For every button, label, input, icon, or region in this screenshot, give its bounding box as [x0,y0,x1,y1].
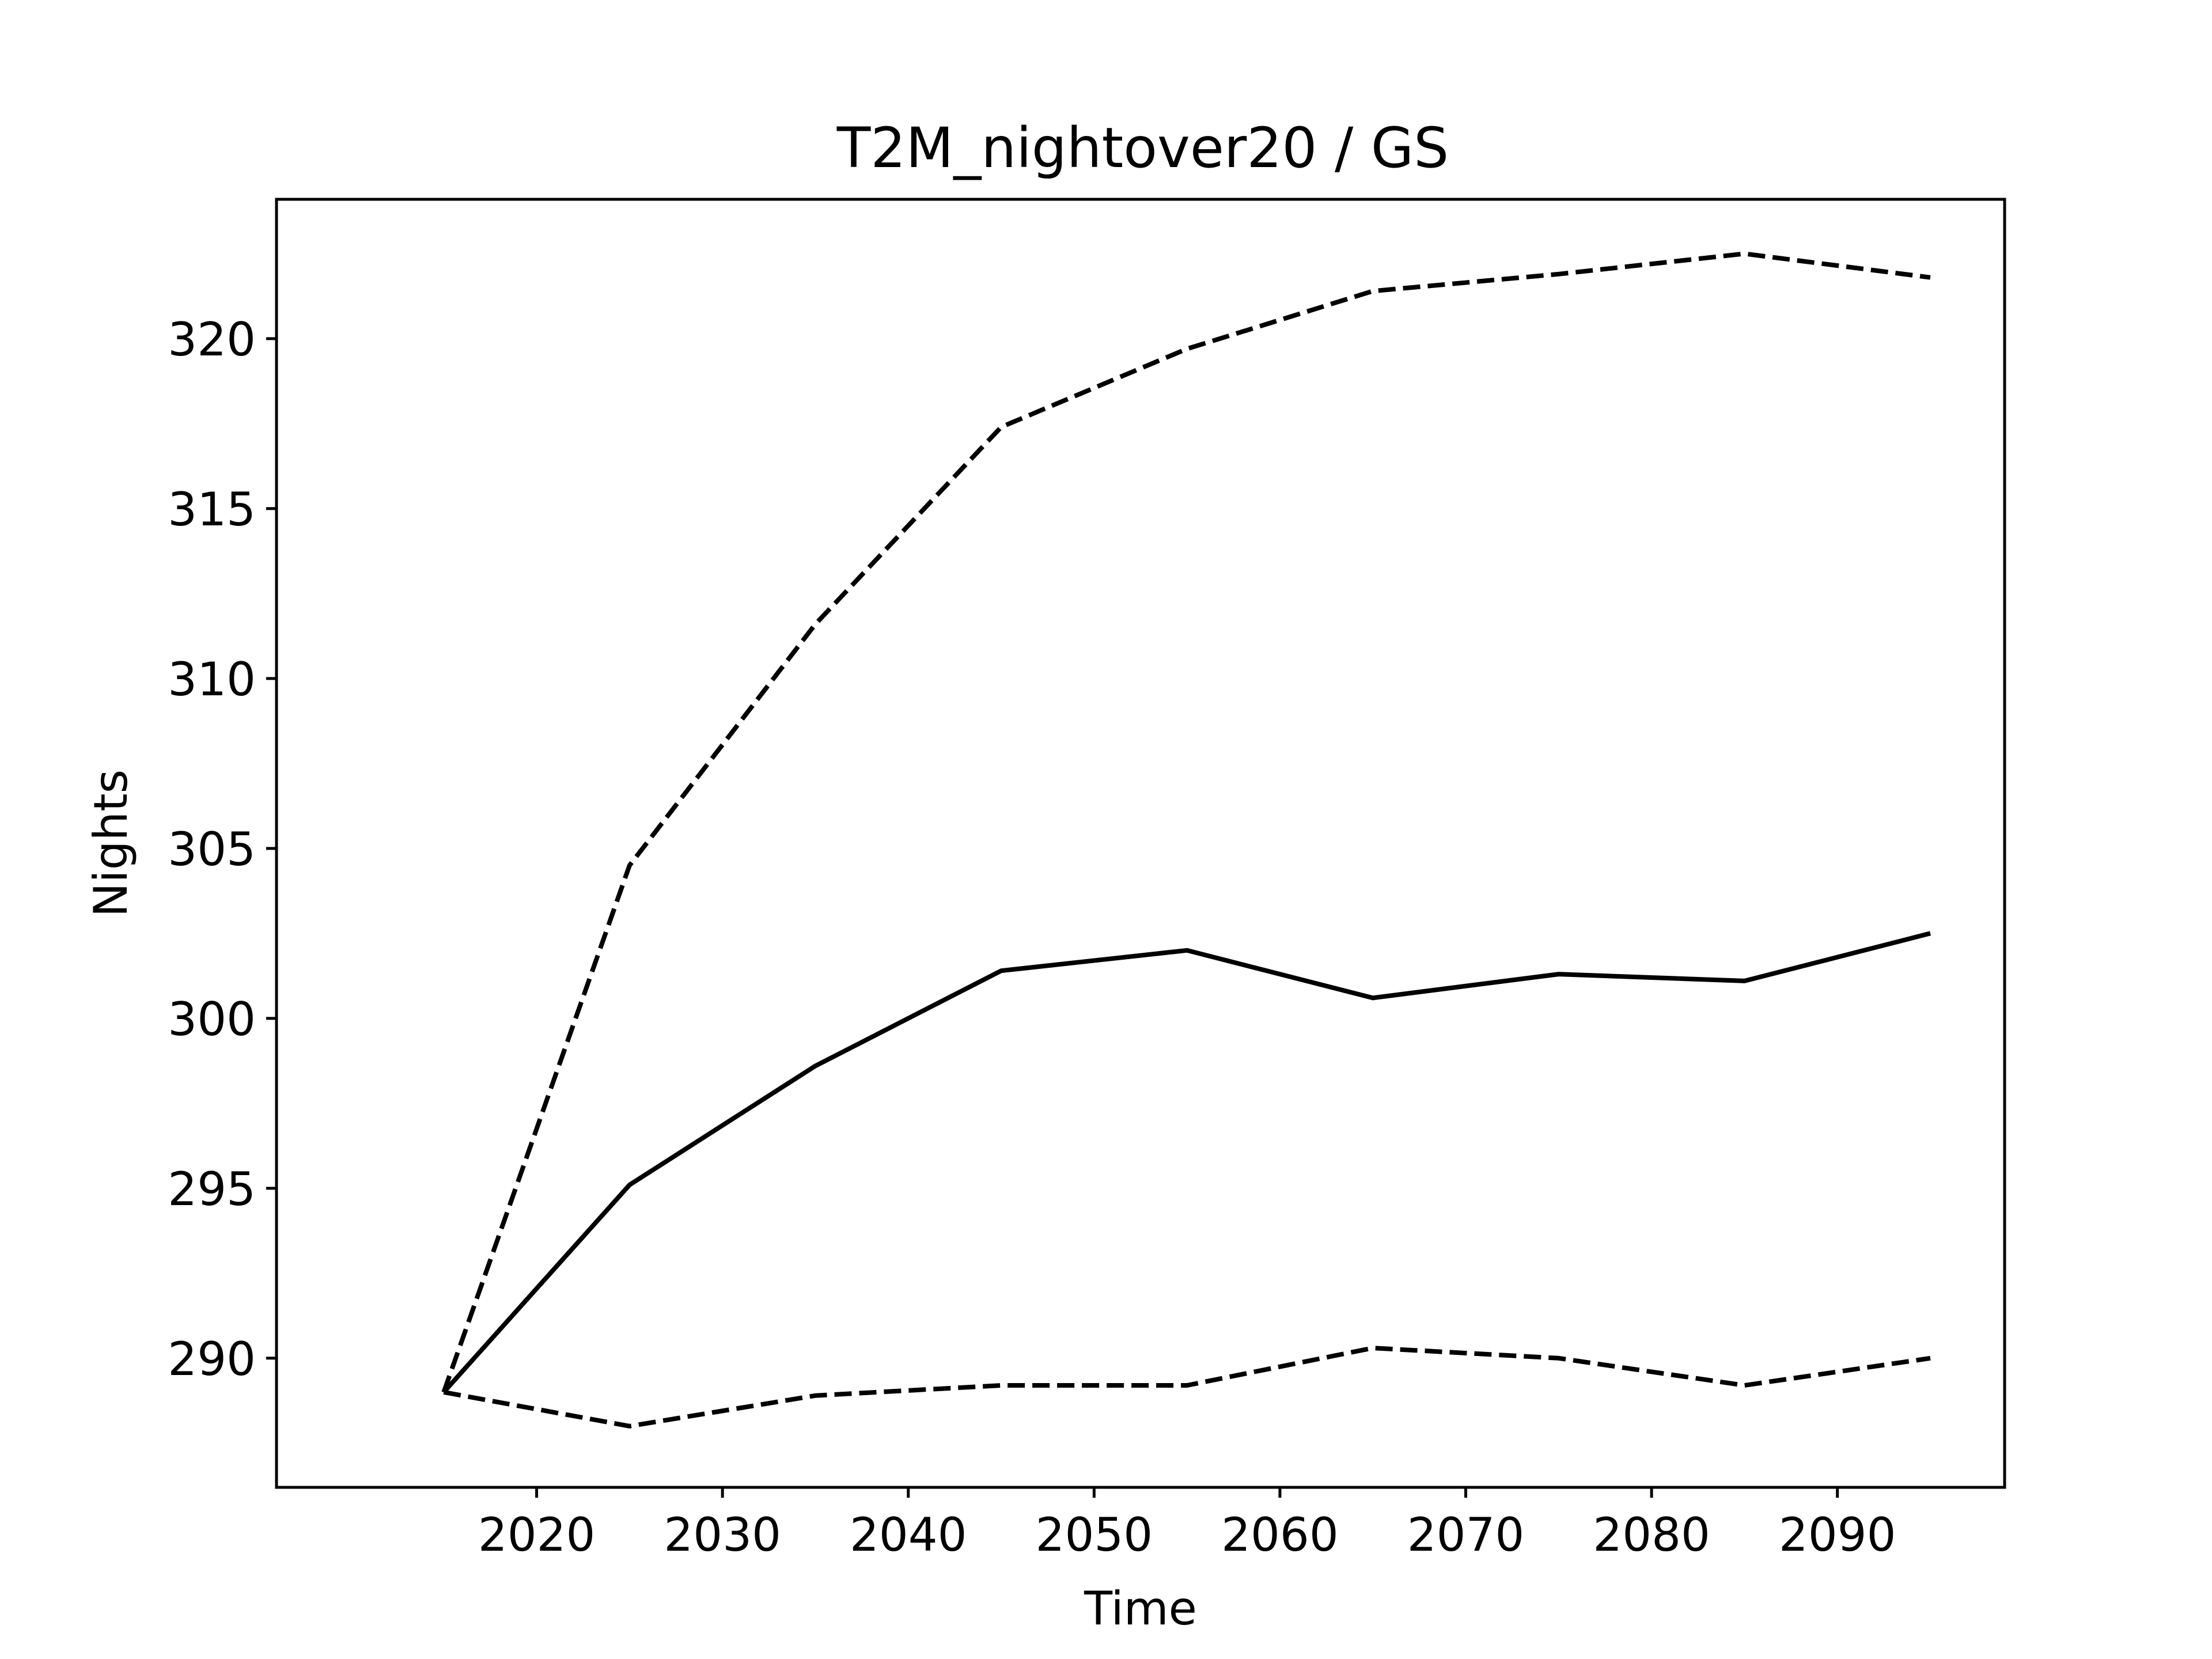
y-tick-label: 305 [168,823,256,876]
y-tick-label: 295 [168,1162,256,1216]
x-tick-label: 2080 [1593,1508,1710,1562]
x-tick-label: 2060 [1221,1508,1339,1562]
y-tick-label: 300 [168,993,256,1046]
x-tick-label: 2050 [1036,1508,1153,1562]
x-tick-label: 2030 [664,1508,781,1562]
x-tick-label: 2090 [1779,1508,1896,1562]
series-line-3 [443,1346,1931,1429]
series-line-2 [441,251,1931,1393]
y-axis-label: Nights [84,770,138,918]
x-tick-label: 2020 [478,1508,596,1562]
chart-title: T2M_nightover20 / GS [836,116,1449,180]
y-tick-label: 310 [168,653,256,706]
y-tick-label: 315 [168,483,256,536]
x-axis: 2020 2030 2040 2050 2060 2070 2080 2090 [478,1487,1896,1562]
x-axis-label: Time [1084,1582,1197,1635]
series-line-1 [442,931,1931,1394]
axes-frame [275,198,2006,1489]
x-tick-label: 2070 [1407,1508,1525,1562]
x-tick-label: 2040 [850,1508,967,1562]
y-tick-label: 320 [168,313,256,366]
plot-area [441,251,1931,1429]
y-axis: 290 295 300 305 310 315 320 [168,313,276,1386]
y-tick-label: 290 [168,1332,256,1386]
